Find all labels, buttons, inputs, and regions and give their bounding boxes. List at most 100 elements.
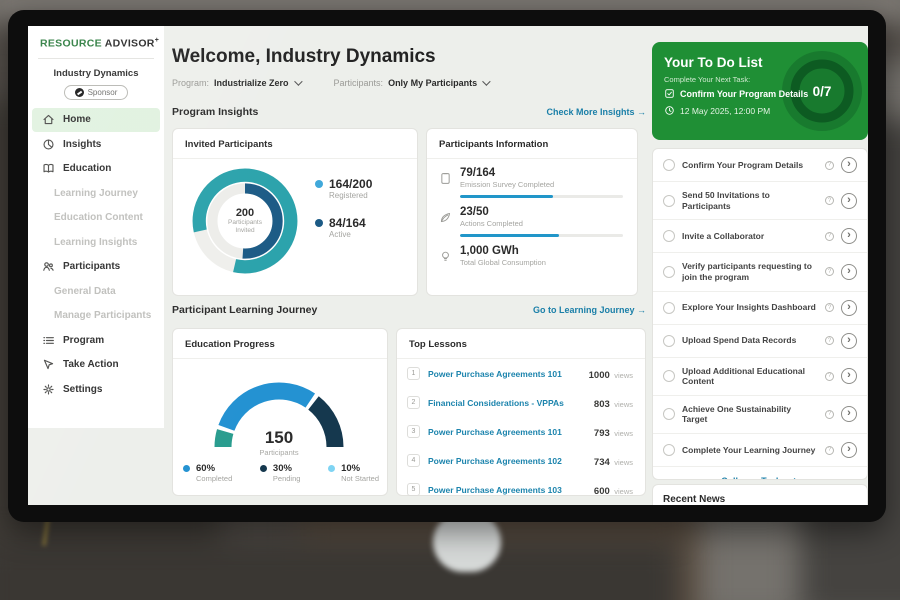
todo-progress-fraction: 0/7 — [812, 83, 832, 99]
background-blur — [0, 540, 680, 600]
info-icon[interactable] — [825, 231, 834, 241]
todo-panel: 0/7 Your To Do List Complete Your Next T… — [652, 26, 868, 505]
active-value: 84/164 — [329, 216, 366, 230]
sidebar-item-education-content[interactable]: Education Content — [28, 206, 164, 231]
logo-secondary: ADVISOR — [104, 37, 155, 50]
sidebar-item-label: Settings — [63, 383, 103, 395]
lesson-link[interactable]: Power Purchase Agreements 102 — [428, 455, 562, 466]
task-checkbox[interactable] — [663, 408, 675, 421]
task-go-button[interactable] — [841, 192, 857, 209]
check-more-insights-link[interactable]: Check More Insights — [546, 107, 646, 117]
progress-fill — [460, 234, 560, 237]
card-title: Education Progress — [173, 329, 387, 359]
task-checkbox[interactable] — [663, 444, 675, 456]
participants-filter-select[interactable]: Only My Participants — [388, 77, 491, 88]
task-go-button[interactable] — [841, 368, 857, 385]
info-icon[interactable] — [825, 336, 834, 345]
task-go-button[interactable] — [841, 299, 857, 316]
task-row: Explore Your Insights Dashboard — [653, 292, 867, 325]
learning-journey-header: Participant Learning Journey Go to Learn… — [172, 304, 646, 316]
gauge-center-label: 150 Participants — [201, 428, 357, 457]
sponsor-badge: Sponsor — [64, 84, 128, 100]
divider — [38, 57, 154, 59]
task-label: Upload Additional Educational Content — [682, 365, 805, 387]
lesson-rank: 3 — [407, 425, 420, 438]
task-list-card: Confirm Your Program Details Send 50 Inv… — [652, 148, 868, 480]
task-go-button[interactable] — [841, 406, 857, 423]
sponsor-badge-label: Sponsor — [87, 87, 118, 97]
lesson-row: 2 Financial Considerations - VPPAs 803 v… — [397, 388, 645, 417]
lesson-rank: 5 — [407, 483, 420, 496]
info-icon[interactable] — [825, 445, 834, 455]
views-label: views — [614, 370, 633, 380]
task-checkbox[interactable] — [663, 159, 675, 171]
education-icon — [43, 164, 54, 173]
gauge-legend: 60% Completed 30% Pending — [183, 463, 379, 483]
monitor-stand — [433, 512, 501, 572]
top-lessons-card: Top Lessons 1 Power Purchase Agreements … — [396, 328, 646, 497]
legend-item-completed: 60% Completed — [183, 463, 232, 483]
todo-progress-ring — [790, 59, 854, 123]
sidebar-item-learning-insights[interactable]: Learning Insights — [28, 230, 164, 255]
task-checkbox[interactable] — [663, 334, 675, 347]
task-row: Complete Your Learning Journey — [653, 434, 867, 467]
sidebar-item-education[interactable]: Education — [28, 157, 164, 182]
task-checkbox[interactable] — [663, 301, 675, 314]
sidebar-item-participants[interactable]: Participants — [28, 255, 164, 280]
views-label: views — [614, 457, 633, 467]
task-go-button[interactable] — [841, 228, 857, 245]
task-checkbox[interactable] — [663, 265, 675, 278]
registered-label: Registered — [329, 191, 368, 200]
recent-news-title: Recent News — [653, 485, 867, 505]
program-filter-select[interactable]: Industrialize Zero — [214, 77, 303, 88]
lesson-link[interactable]: Power Purchase Agreements 101 — [428, 426, 562, 437]
sidebar-item-home[interactable]: Home — [32, 107, 160, 132]
info-icon[interactable] — [825, 409, 834, 419]
sidebar-item-settings[interactable]: Settings — [28, 377, 164, 402]
sidebar-item-take-action[interactable]: Take Action — [28, 353, 164, 378]
card-title: Top Lessons — [397, 329, 645, 359]
task-checkbox[interactable] — [663, 370, 675, 383]
info-icon[interactable] — [825, 267, 834, 277]
task-row: Send 50 Invitations to Participants — [653, 182, 867, 221]
sidebar-item-label: Program — [63, 334, 105, 346]
task-go-button[interactable] — [841, 157, 857, 173]
collapse-tasks-label: Collapse Tasks — [721, 476, 786, 479]
todo-next-task-label: Confirm Your Program Details — [680, 88, 809, 99]
lesson-link[interactable]: Power Purchase Agreements 101 — [428, 368, 562, 379]
task-checkbox[interactable] — [663, 230, 675, 243]
task-row: Upload Spend Data Records — [653, 325, 867, 358]
app-logo: RESOURCE ADVISOR+ — [28, 26, 164, 58]
task-go-button[interactable] — [841, 332, 857, 349]
lesson-link[interactable]: Financial Considerations - VPPAs — [428, 397, 564, 408]
sidebar-item-program[interactable]: Program — [28, 328, 164, 353]
task-label: Send 50 Invitations to Participants — [682, 190, 770, 211]
info-icon[interactable] — [825, 371, 834, 381]
sidebar-item-manage-participants[interactable]: Manage Participants — [28, 304, 164, 329]
collapse-tasks-link[interactable]: Collapse Tasks — [653, 467, 867, 479]
sidebar-item-general-data[interactable]: General Data — [28, 279, 164, 304]
go-to-learning-journey-link[interactable]: Go to Learning Journey — [533, 305, 646, 315]
info-icon[interactable] — [825, 160, 834, 170]
sidebar-item-learning-journey[interactable]: Learning Journey — [28, 181, 164, 206]
stat-value: 23/50 — [460, 206, 489, 218]
program-icon — [43, 336, 54, 344]
dashboard-screen: RESOURCE ADVISOR+ Industry Dynamics Spon… — [28, 26, 868, 505]
task-go-button[interactable] — [841, 263, 857, 280]
sidebar-item-insights[interactable]: Insights — [28, 132, 164, 157]
main-content: Welcome, Industry Dynamics Program: Indu… — [164, 26, 652, 505]
todo-subtitle: Complete Your Next Task: — [664, 75, 751, 84]
pending-dot-icon — [259, 465, 267, 472]
filters-row: Program: Industrialize Zero Participants… — [172, 77, 491, 88]
todo-due-date: 12 May 2025, 12:00 PM — [664, 105, 770, 116]
info-icon[interactable] — [825, 303, 834, 312]
clock-icon — [665, 106, 674, 115]
pending-value: 30% — [272, 463, 292, 474]
lesson-link[interactable]: Power Purchase Agreements 103 — [428, 484, 562, 495]
participants-filter-label: Participants: — [333, 78, 384, 88]
task-checkbox[interactable] — [663, 194, 675, 207]
info-icon[interactable] — [825, 196, 834, 206]
task-label: Complete Your Learning Journey — [682, 444, 816, 455]
lesson-views: 803 — [593, 398, 610, 410]
task-go-button[interactable] — [841, 442, 857, 458]
